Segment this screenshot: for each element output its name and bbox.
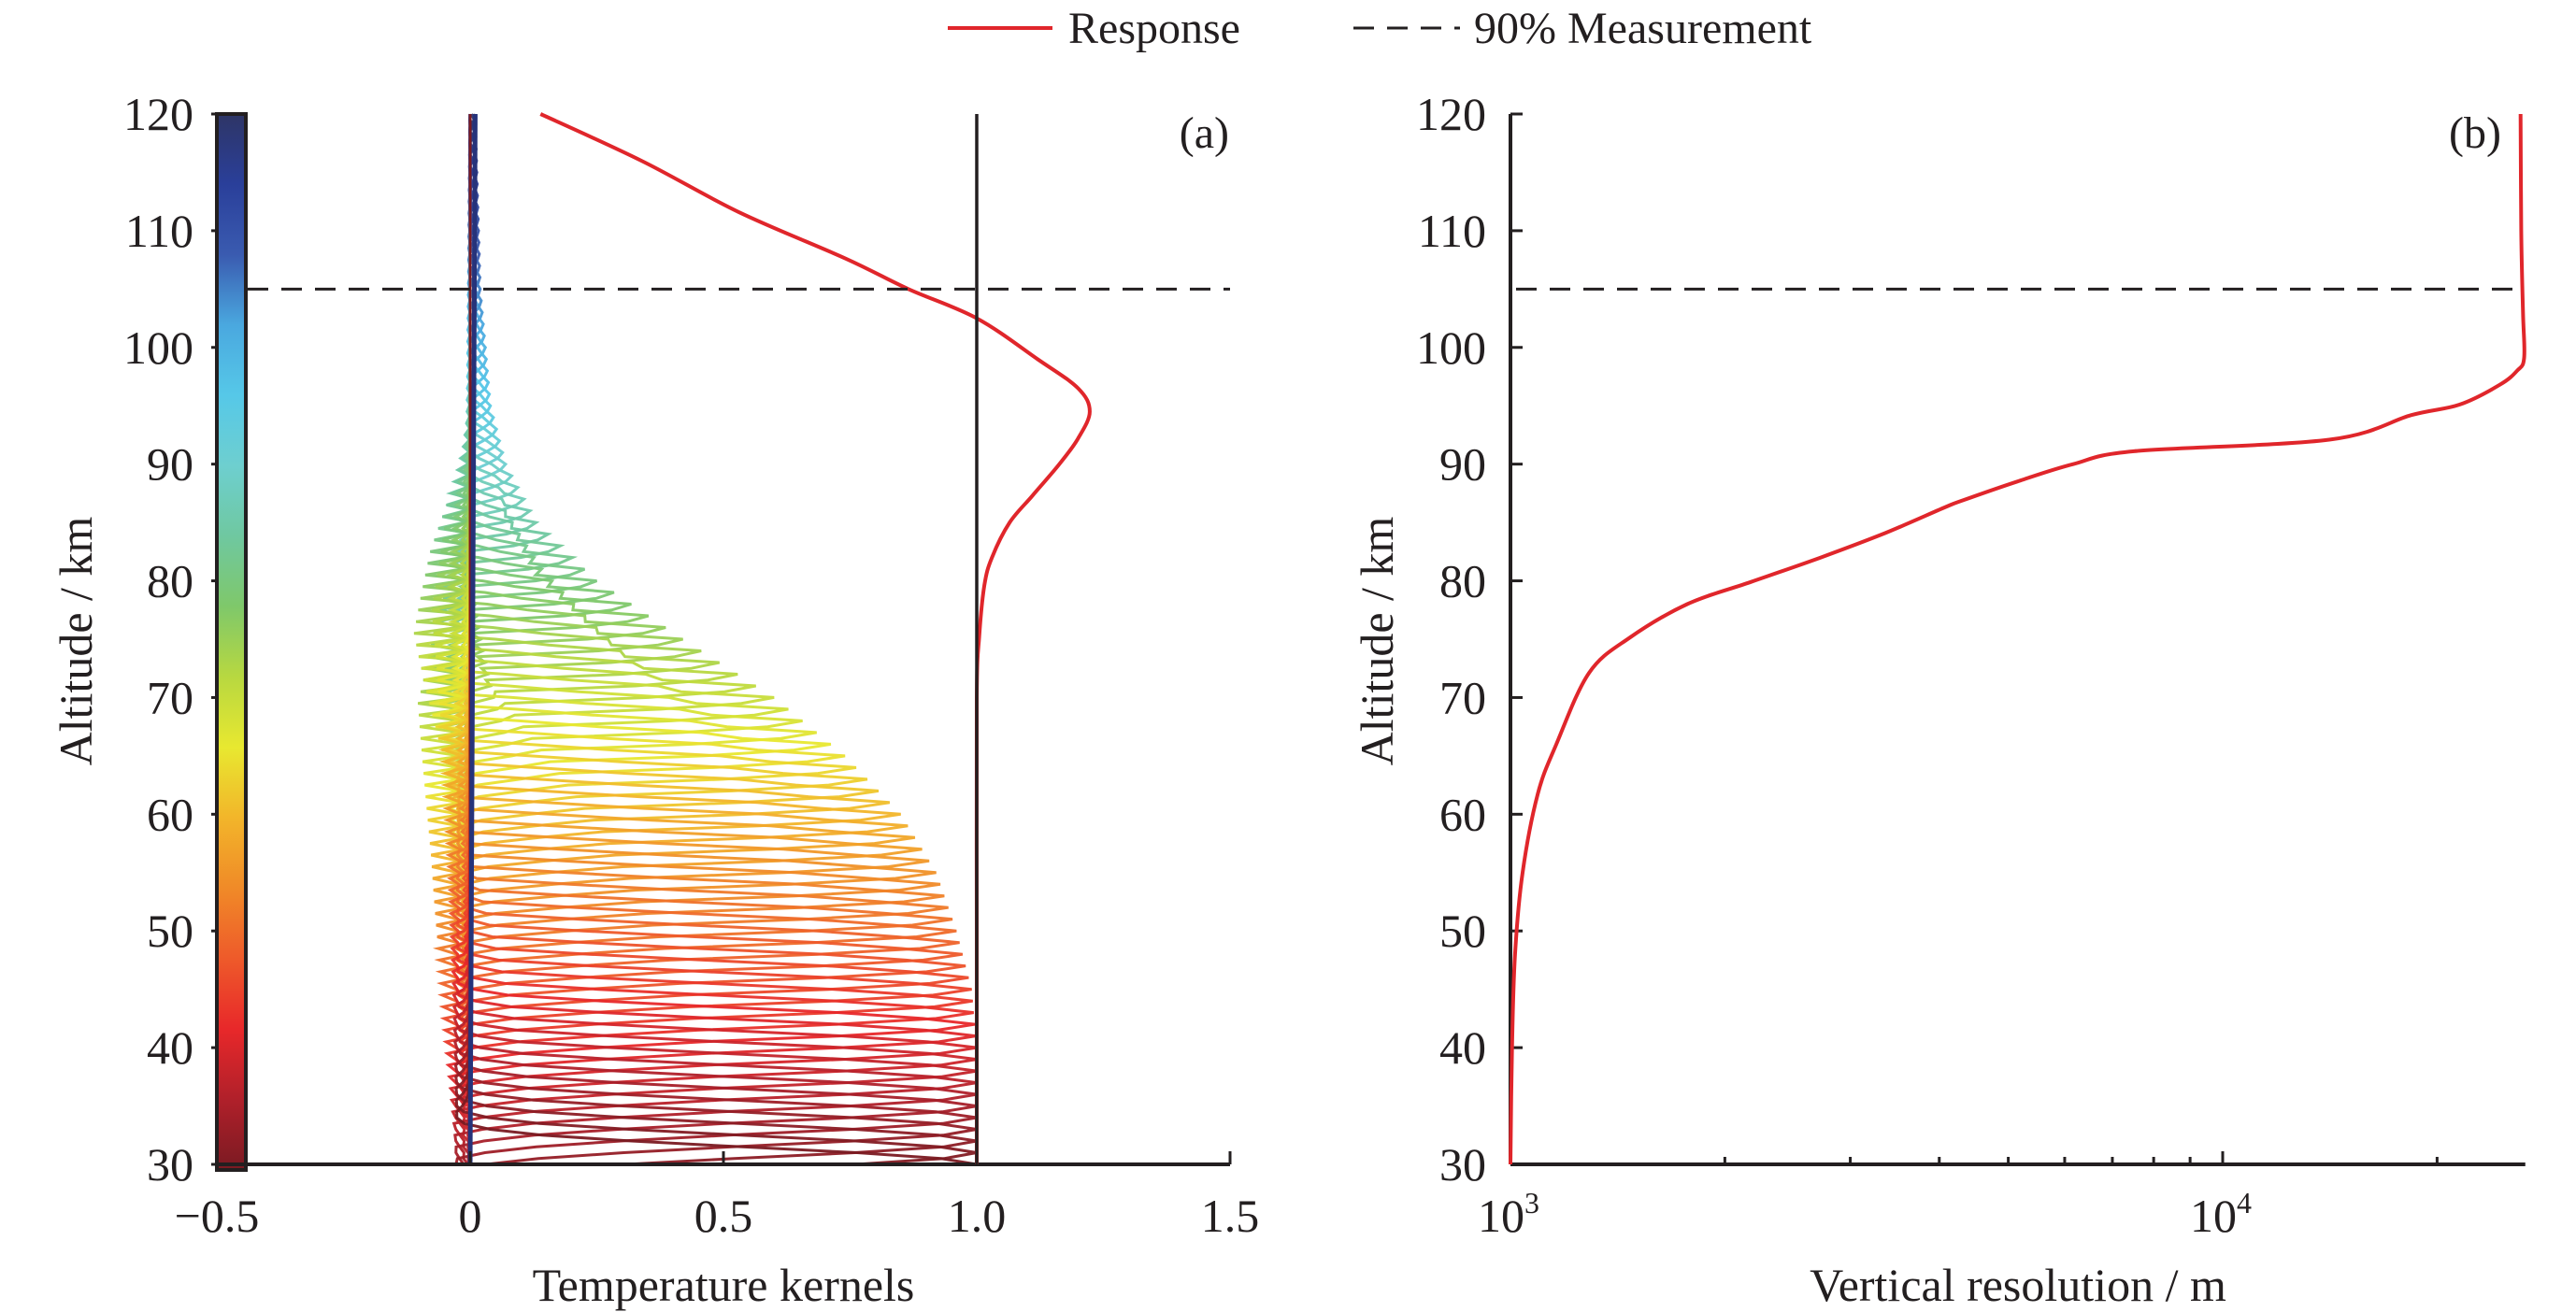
axes-a: −0.5 0 0.5 1.0 1.5 30 40 50 60 70 80 90 100 110 120 <box>123 88 1259 1242</box>
x-tick-label-a: 0 <box>459 1190 482 1242</box>
y-tick-label-a: 120 <box>123 88 193 140</box>
x-tick-label-b: 103 <box>1478 1186 1539 1242</box>
axes-b: 30 40 50 60 70 80 90 100 110 120 103 104 <box>1416 88 2526 1242</box>
y-tick-label-a: 30 <box>147 1138 193 1191</box>
y-axis-title-a: Altitude / km <box>50 517 102 766</box>
y-tick-label-b: 120 <box>1416 88 1486 140</box>
y-tick-label-a: 90 <box>147 438 193 491</box>
x-tick-label-a: −0.5 <box>175 1190 260 1242</box>
response-curve-b <box>1509 113 2526 1165</box>
temperature-kernels <box>413 113 978 1166</box>
colorbar <box>215 112 248 1172</box>
y-tick-label-a: 60 <box>147 788 193 840</box>
y-tick-label-a: 100 <box>123 321 193 374</box>
legend: Response 90% Measurement <box>948 4 1812 53</box>
legend-measurement-label: 90% Measurement <box>1474 4 1812 53</box>
panel-b: 30 40 50 60 70 80 90 100 110 120 103 104 (b) Vertic… <box>1351 88 2526 1311</box>
y-tick-label-b: 50 <box>1439 905 1486 957</box>
y-tick-label-b: 110 <box>1418 205 1486 257</box>
y-axis-title-b: Altitude / km <box>1351 517 1403 766</box>
y-tick-label-a: 40 <box>147 1021 193 1074</box>
x-axis-title-a: Temperature kernels <box>533 1259 915 1311</box>
x-tick-label-b: 104 <box>2190 1186 2252 1242</box>
x-tick-label-a: 1.5 <box>1201 1190 1260 1242</box>
x-tick-label-a: 1.0 <box>948 1190 1007 1242</box>
y-tick-label-a: 80 <box>147 555 193 607</box>
y-tick-label-b: 30 <box>1439 1138 1486 1191</box>
legend-response-label: Response <box>1068 4 1240 53</box>
y-tick-label-a: 70 <box>147 671 193 723</box>
y-tick-label-b: 40 <box>1439 1021 1486 1074</box>
y-tick-label-b: 100 <box>1416 321 1486 374</box>
y-tick-label-b: 60 <box>1439 788 1486 840</box>
x-axis-title-b: Vertical resolution / m <box>1810 1259 2226 1311</box>
y-tick-label-a: 50 <box>147 905 193 957</box>
x-tick-label-a: 0.5 <box>694 1190 753 1242</box>
y-tick-label-a: 110 <box>125 205 193 257</box>
y-tick-label-b: 80 <box>1439 555 1486 607</box>
panel-a: −0.5 0 0.5 1.0 1.5 30 40 50 60 70 80 90 100 110 120 (a… <box>50 88 1259 1311</box>
kernel-zero-ridge <box>467 113 478 1165</box>
panel-label-b: (b) <box>2449 108 2501 158</box>
y-tick-label-b: 90 <box>1439 438 1486 491</box>
response-curve-a <box>539 112 1092 1164</box>
panel-label-a: (a) <box>1180 108 1229 158</box>
y-tick-label-b: 70 <box>1439 671 1486 723</box>
